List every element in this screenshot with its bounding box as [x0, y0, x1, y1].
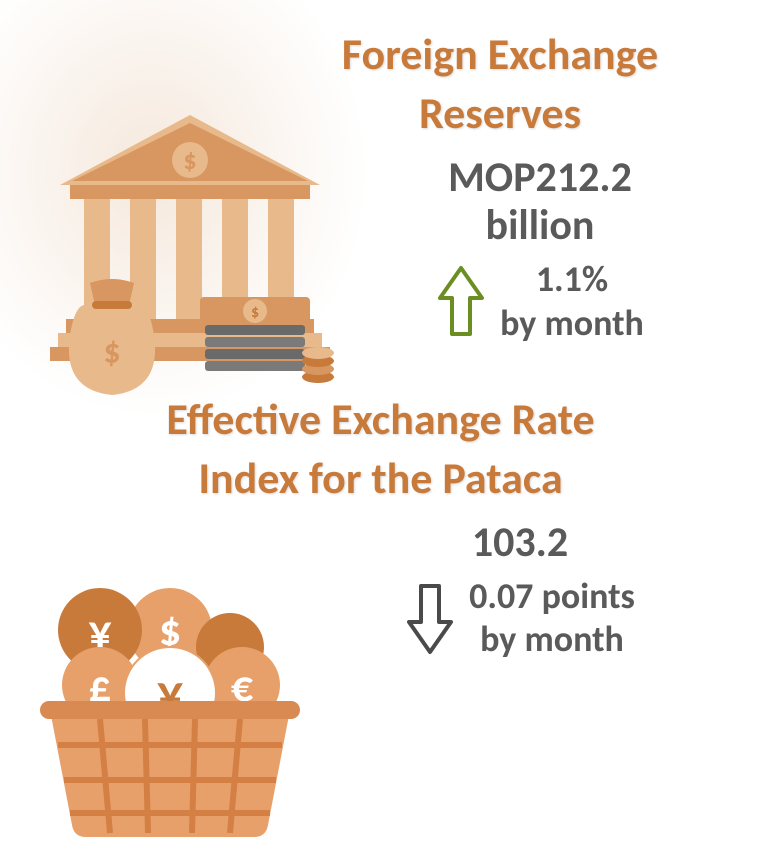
eeri-section: Effective Exchange Rate Index for the Pa… — [0, 390, 761, 661]
eeri-stat: 103.2 0.07 points by month — [310, 519, 730, 662]
reserves-stat: MOP212.2 billion 1.1% by month — [360, 154, 720, 345]
eeri-heading: Effective Exchange Rate Index for the Pa… — [31, 390, 731, 509]
reserves-title-line2: Reserves — [419, 86, 581, 140]
up-arrow-icon — [436, 264, 486, 340]
reserves-heading: Foreign Exchange Reserves — [270, 25, 730, 144]
reserves-change-text: 1.1% by month — [500, 258, 644, 344]
eeri-change-row: 0.07 points by month — [310, 575, 730, 661]
reserves-title-line1: Foreign Exchange — [342, 27, 658, 81]
reserves-value: MOP212.2 billion — [360, 154, 720, 251]
reserves-change-row: 1.1% by month — [360, 258, 720, 344]
eeri-change-text: 0.07 points by month — [469, 575, 635, 661]
eeri-value: 103.2 — [310, 519, 730, 567]
down-arrow-icon — [405, 580, 455, 656]
eeri-title-line2: Index for the Pataca — [198, 451, 562, 505]
eeri-title-line1: Effective Exchange Rate — [166, 392, 594, 446]
reserves-section: Foreign Exchange Reserves MOP212.2 billi… — [0, 25, 761, 345]
